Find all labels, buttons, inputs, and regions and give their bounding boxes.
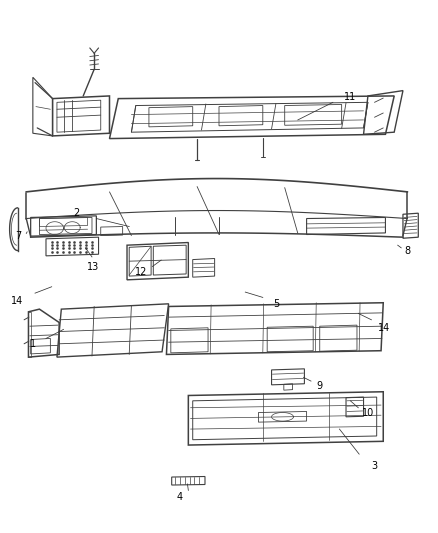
Text: 2: 2 [74,208,80,218]
Text: 3: 3 [371,462,378,471]
Text: 9: 9 [317,382,323,391]
Text: 4: 4 [177,492,183,502]
Text: 1: 1 [30,339,36,349]
Text: 13: 13 [87,262,99,271]
Text: 14: 14 [11,296,24,306]
Text: 8: 8 [404,246,410,255]
Text: 10: 10 [362,408,374,418]
Text: 5: 5 [273,299,279,309]
Text: 7: 7 [15,231,21,240]
Text: 14: 14 [378,323,391,333]
Text: 11: 11 [344,92,357,102]
Text: 12: 12 [135,267,147,277]
